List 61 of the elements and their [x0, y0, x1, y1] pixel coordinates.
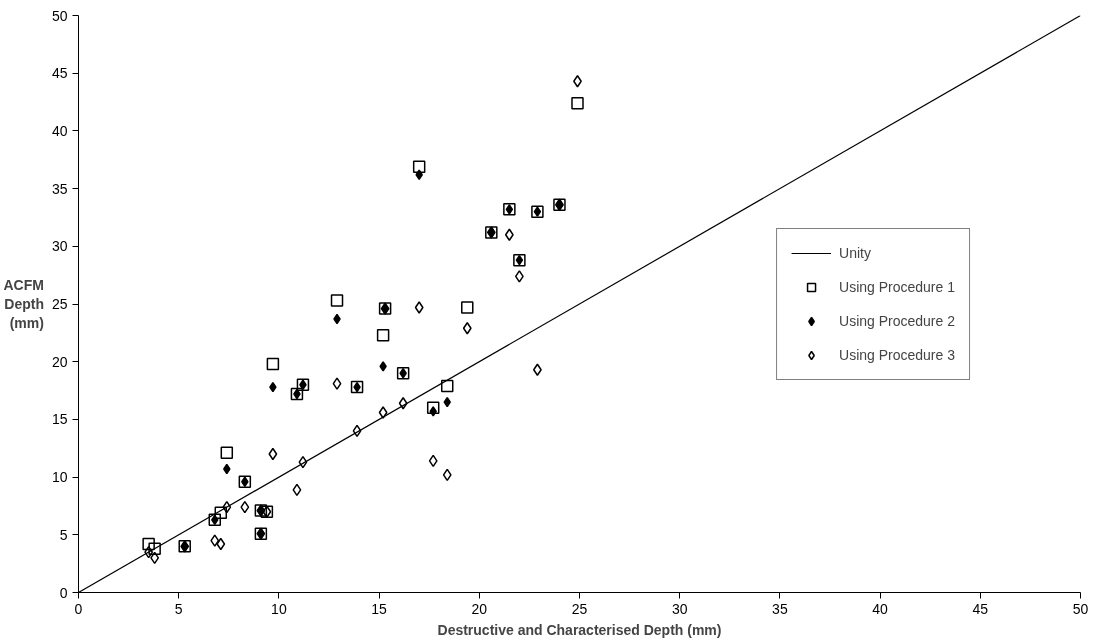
x-tick-label: 20: [471, 600, 488, 617]
x-tick-label: 0: [74, 600, 83, 617]
x-tick-label: 15: [371, 600, 388, 617]
point: [379, 361, 387, 372]
point: [144, 545, 154, 559]
x-tick-label: 5: [174, 600, 183, 617]
point: [330, 294, 344, 307]
y-tick-label: 40: [51, 122, 68, 139]
point: [210, 534, 220, 547]
x-tick-label: 35: [772, 600, 788, 617]
point: [398, 396, 408, 410]
point: [292, 483, 302, 497]
point: [415, 169, 423, 180]
y-tick-label: 20: [51, 353, 68, 370]
point: [148, 542, 161, 555]
point: [216, 537, 226, 551]
point: [220, 446, 234, 460]
point: [376, 328, 390, 342]
point: [414, 301, 424, 314]
point: [332, 377, 342, 390]
y-tick-label: 0: [59, 584, 68, 601]
point: [571, 96, 584, 110]
point: [268, 447, 278, 461]
x-tick-label: 25: [571, 600, 588, 617]
point: [298, 455, 308, 469]
y-tick-label: 30: [51, 238, 68, 255]
x-tick-label: 50: [1072, 600, 1089, 617]
point: [426, 401, 440, 415]
x-tick-label: 30: [671, 600, 688, 617]
point: [240, 500, 250, 514]
point: [461, 301, 474, 314]
y-tick-label: 5: [59, 526, 68, 543]
point: [352, 424, 362, 438]
y-axis-title: ACFM Depth (mm): [3, 276, 44, 332]
point: [428, 454, 438, 468]
point: [429, 406, 437, 417]
point: [462, 321, 472, 335]
y-tick-label: 25: [51, 296, 68, 312]
point: [514, 270, 524, 283]
point: [266, 357, 280, 371]
x-tick-label: 10: [271, 600, 287, 617]
x-tick-label: 40: [872, 600, 889, 617]
x-tick-label: 45: [972, 600, 989, 617]
point: [150, 551, 160, 565]
point: [440, 379, 454, 393]
point: [412, 160, 426, 173]
x-axis-title: Destructive and Characterised Depth (mm): [437, 621, 722, 638]
point: [442, 468, 452, 482]
legend-label: Unity: [839, 244, 871, 261]
point: [378, 406, 388, 419]
point: [222, 500, 232, 514]
y-tick-label: 35: [51, 180, 68, 197]
legend-label: Using Procedure 1: [839, 278, 955, 295]
y-tick-label: 15: [51, 411, 68, 428]
point: [142, 537, 155, 551]
y-tick-label: 45: [51, 65, 68, 82]
y-tick-label: 50: [51, 7, 68, 24]
point: [504, 228, 514, 242]
y-tick-label: 10: [51, 469, 68, 486]
legend-label: Using Procedure 3: [839, 346, 955, 363]
legend-label: Using Procedure 2: [839, 312, 955, 329]
